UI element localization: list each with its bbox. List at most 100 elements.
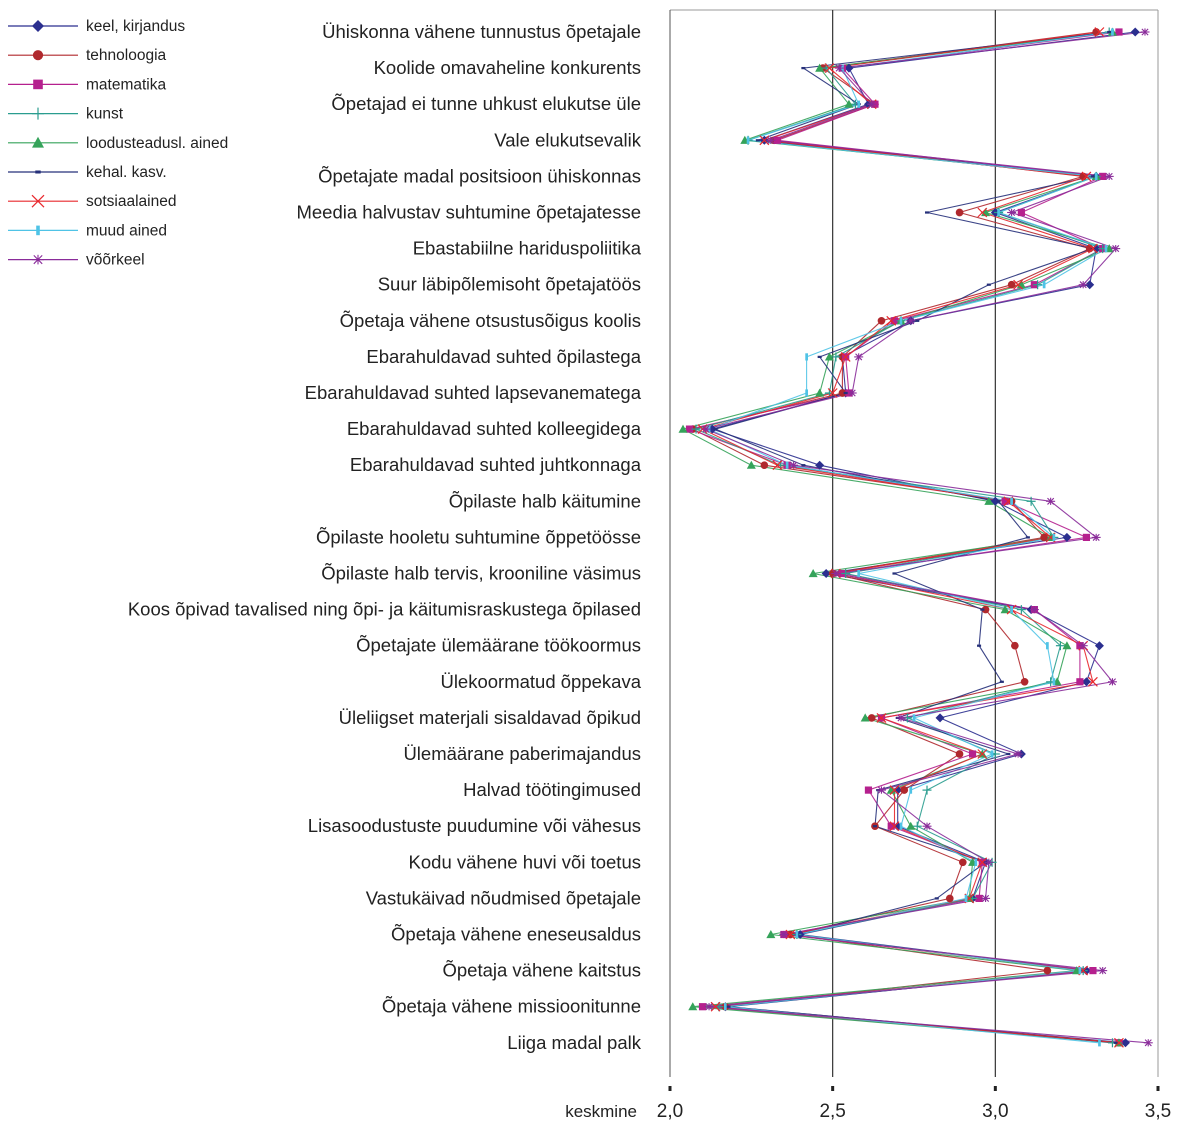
data-point [1029,606,1039,614]
data-point [977,749,988,759]
legend-marker [32,254,44,265]
category-label: Vale elukutsevalik [494,129,641,150]
data-point [1115,28,1123,36]
data-point [876,786,886,794]
series-line [710,31,1136,1044]
legend-item: loodusteadusl. ained [8,135,228,152]
data-point [900,786,909,794]
data-point [906,317,916,325]
data-point [766,930,776,939]
data-point [838,389,847,397]
data-point [817,355,822,359]
legend-item: sotsiaalained [8,193,176,210]
data-point [1076,678,1084,686]
data-point [844,63,854,73]
data-point [890,317,899,325]
x-tick-label: 2,5 [819,1101,845,1122]
category-label: Ebarahuldavad suhted juhtkonnaga [350,454,642,475]
data-point [854,353,864,361]
legend-item: matematika [8,76,166,93]
data-point [934,897,939,900]
plot-area [669,9,1159,1077]
data-point [1052,678,1056,686]
legend: keel, kirjandus tehnoloogia matematika kuns… [8,18,228,269]
category-label: Ühiskonna vähene tunnustus õpetajale [322,21,641,42]
data-point [821,569,831,578]
data-point [872,825,877,828]
data-point [688,1002,698,1011]
data-point [867,714,876,722]
data-point [789,461,799,469]
data-point [1046,497,1056,505]
data-point [1104,245,1108,253]
category-label: Suur läbipõlemisoht õpetajatöös [378,274,641,295]
data-point [760,461,769,470]
data-point [912,714,916,722]
legend-label: sotsiaalained [86,193,176,210]
data-point [723,1003,727,1011]
data-point [1013,279,1024,290]
category-label: Õpilaste halb tervis, krooniline väsimus [321,563,641,584]
data-point [824,352,834,361]
data-point [999,680,1004,683]
legend-marker [33,79,43,90]
data-point [815,388,825,397]
category-label: Ebarahuldavad suhted lapsevanematega [305,382,642,403]
legend-item: võõrkeel [8,252,145,269]
data-point [1090,175,1095,178]
data-point [755,139,760,142]
data-point [867,100,877,108]
legend-marker [35,170,41,174]
data-point [1078,967,1082,975]
data-point [996,500,1001,503]
data-point [1040,533,1048,542]
data-point [889,785,900,796]
data-point [906,821,916,830]
data-point [1130,27,1140,37]
x-tick-label: 3,0 [982,1101,1008,1122]
legend-marker [32,50,44,61]
data-point [726,1005,731,1008]
data-point [984,858,994,866]
legend-label: matematika [86,76,166,93]
data-point [713,427,718,431]
data-point [795,930,799,939]
data-point [840,351,851,362]
data-point [1120,1038,1130,1048]
legend-marker [32,107,44,120]
data-point [1091,533,1101,541]
data-point [1081,677,1091,687]
data-point [1104,172,1114,180]
data-point [824,63,835,74]
category-label: Lisasoodustuste puudumine või vähesus [308,815,641,836]
data-point [974,858,978,866]
data-point [1099,172,1107,180]
data-point [1000,605,1010,614]
data-point [945,894,954,903]
data-point [843,391,848,395]
data-point [1143,1039,1153,1047]
legend-item: kehal. kasv. [8,164,167,181]
data-point [1114,1037,1124,1048]
data-point [815,63,825,72]
data-point [1085,280,1095,290]
data-point [864,786,873,794]
data-point [1111,28,1114,36]
data-point [834,64,844,72]
data-point [685,425,694,433]
data-point [955,750,964,758]
x-tick [993,1086,997,1091]
category-label: Õpetaja vähene eneseusaldus [391,924,641,945]
category-label: Õpetajad ei tunne uhkust elukutse üle [331,93,641,114]
data-point [847,389,857,397]
data-point [701,425,711,433]
data-point [772,460,783,471]
data-point [1081,171,1092,182]
data-point [997,208,1000,217]
data-point [1010,497,1013,505]
data-point [1006,752,1011,756]
category-label: Õpetajate ülemäärane töökoormus [356,635,641,656]
data-point [704,1003,714,1011]
data-point [984,496,994,505]
